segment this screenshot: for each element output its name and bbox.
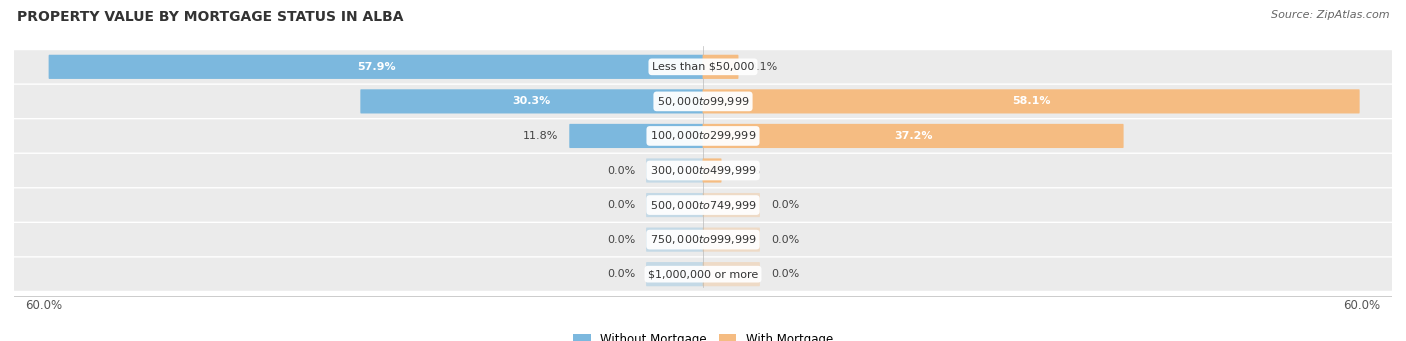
Text: 0.0%: 0.0% <box>607 235 636 244</box>
Text: 1.6%: 1.6% <box>733 165 761 176</box>
Text: 60.0%: 60.0% <box>25 299 62 312</box>
Text: 0.0%: 0.0% <box>607 200 636 210</box>
FancyBboxPatch shape <box>647 159 703 182</box>
Text: 0.0%: 0.0% <box>770 200 799 210</box>
FancyBboxPatch shape <box>14 154 1392 187</box>
Text: $1,000,000 or more: $1,000,000 or more <box>648 269 758 279</box>
Text: 0.0%: 0.0% <box>770 269 799 279</box>
Text: PROPERTY VALUE BY MORTGAGE STATUS IN ALBA: PROPERTY VALUE BY MORTGAGE STATUS IN ALB… <box>17 10 404 24</box>
FancyBboxPatch shape <box>703 193 759 217</box>
Text: 11.8%: 11.8% <box>523 131 558 141</box>
Text: $300,000 to $499,999: $300,000 to $499,999 <box>650 164 756 177</box>
Text: $500,000 to $749,999: $500,000 to $749,999 <box>650 198 756 211</box>
FancyBboxPatch shape <box>14 119 1392 152</box>
FancyBboxPatch shape <box>703 227 759 252</box>
FancyBboxPatch shape <box>703 159 721 182</box>
Text: $50,000 to $99,999: $50,000 to $99,999 <box>657 95 749 108</box>
FancyBboxPatch shape <box>360 89 703 114</box>
Text: 57.9%: 57.9% <box>357 62 395 72</box>
FancyBboxPatch shape <box>14 223 1392 256</box>
Text: 0.0%: 0.0% <box>607 269 636 279</box>
Text: 3.1%: 3.1% <box>749 62 778 72</box>
FancyBboxPatch shape <box>703 55 738 79</box>
Text: 58.1%: 58.1% <box>1012 97 1050 106</box>
FancyBboxPatch shape <box>703 89 1360 114</box>
Text: Source: ZipAtlas.com: Source: ZipAtlas.com <box>1271 10 1389 20</box>
Text: 37.2%: 37.2% <box>894 131 932 141</box>
FancyBboxPatch shape <box>14 257 1392 291</box>
FancyBboxPatch shape <box>703 262 759 286</box>
Text: 30.3%: 30.3% <box>513 97 551 106</box>
Text: 60.0%: 60.0% <box>1344 299 1381 312</box>
FancyBboxPatch shape <box>647 227 703 252</box>
FancyBboxPatch shape <box>647 193 703 217</box>
Text: Less than $50,000: Less than $50,000 <box>652 62 754 72</box>
FancyBboxPatch shape <box>49 55 703 79</box>
FancyBboxPatch shape <box>14 50 1392 84</box>
FancyBboxPatch shape <box>703 124 1123 148</box>
FancyBboxPatch shape <box>14 85 1392 118</box>
Text: $100,000 to $299,999: $100,000 to $299,999 <box>650 130 756 143</box>
Text: 0.0%: 0.0% <box>770 235 799 244</box>
FancyBboxPatch shape <box>14 189 1392 222</box>
FancyBboxPatch shape <box>647 262 703 286</box>
Text: $750,000 to $999,999: $750,000 to $999,999 <box>650 233 756 246</box>
FancyBboxPatch shape <box>569 124 703 148</box>
Legend: Without Mortgage, With Mortgage: Without Mortgage, With Mortgage <box>568 329 838 341</box>
Text: 0.0%: 0.0% <box>607 165 636 176</box>
